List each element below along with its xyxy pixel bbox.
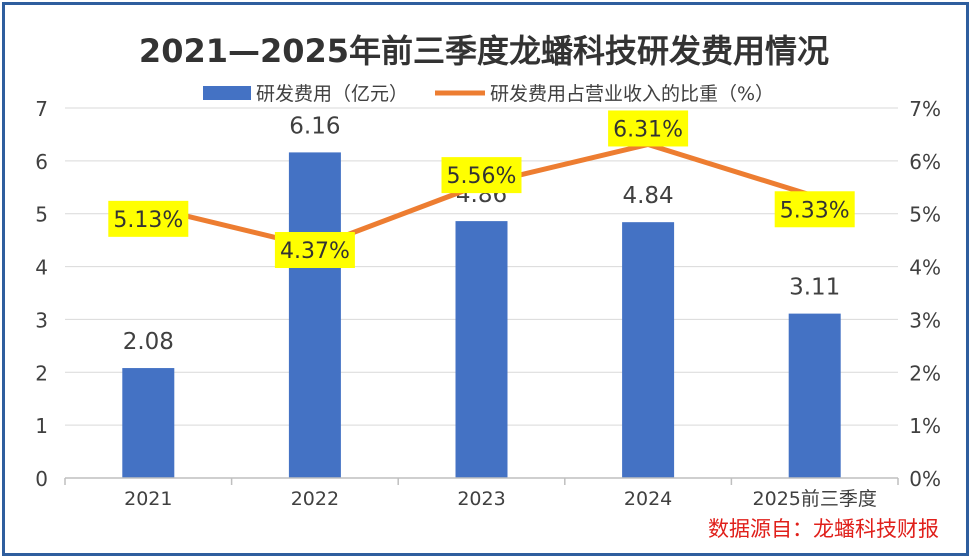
bar-value-labels: 2.086.164.86 4.843.11 (123, 113, 841, 355)
x-tick-label: 2021 (124, 488, 172, 510)
line-value-text: 5.13% (113, 208, 183, 233)
line-value-label: 6.31% (608, 110, 689, 147)
label-highlight (608, 110, 689, 147)
right-axis-tick-label: 7% (909, 97, 941, 121)
label-highlight (774, 191, 855, 228)
line-value-label: 4.37% (274, 232, 355, 269)
source-note: 数据源自：龙蟠科技财报 (708, 517, 939, 541)
x-tick-label: 2024 (624, 488, 672, 510)
left-axis-tick-label: 5 (35, 203, 48, 227)
right-axis-tick-label: 1% (909, 414, 941, 438)
line-value-text: 6.31% (613, 117, 683, 142)
bar-value-label: 2.08 (123, 329, 174, 355)
line-value-text: 5.33% (780, 198, 850, 223)
bar-value-label: 3.11 (789, 275, 840, 301)
chart-title: 2021—2025年前三季度龙蟠科技研发费用情况 (139, 32, 829, 70)
bar-series (122, 152, 841, 478)
legend: 研发费用（亿元） 研发费用占营业收入的比重（%） (203, 83, 774, 105)
x-tick-label: 2025前三季度 (753, 488, 877, 510)
right-axis-tick-label: 2% (909, 361, 941, 385)
right-axis-tick-label: 4% (909, 256, 941, 280)
left-axis-tick-label: 7 (35, 97, 48, 121)
x-tick-label: 2022 (291, 488, 339, 510)
left-axis-ticks: 0 1 2 3 4 5 6 7 (35, 97, 48, 491)
bar (122, 368, 175, 478)
label-highlight (274, 232, 355, 269)
bar (455, 221, 508, 478)
label-highlight (441, 157, 522, 194)
right-axis-tick-label: 6% (909, 150, 941, 174)
x-axis: 2021 2022 2023 2024 2025前三季度 (64, 477, 899, 510)
line-value-labels: 5.13% 4.37% 5.56% 6.31% 5.33% (108, 110, 855, 269)
legend-bar-label: 研发费用（亿元） (256, 83, 408, 105)
left-axis-tick-label: 6 (35, 150, 48, 174)
right-axis-tick-label: 5% (909, 203, 941, 227)
legend-line-label: 研发费用占营业收入的比重（%） (490, 83, 774, 105)
bar (622, 222, 675, 478)
right-axis-tick-label: 3% (909, 308, 941, 332)
right-axis-tick-label: 0% (909, 467, 941, 491)
left-axis-tick-label: 0 (35, 467, 48, 491)
bar-value-label: 6.16 (289, 113, 340, 139)
left-axis-tick-label: 4 (35, 256, 48, 280)
left-axis-tick-label: 1 (35, 414, 48, 438)
bar (288, 152, 341, 478)
label-highlight (108, 200, 189, 237)
left-axis-tick-label: 3 (35, 308, 48, 332)
line-value-text: 5.56% (447, 164, 517, 189)
x-tick-label: 2023 (457, 488, 505, 510)
line-value-label: 5.56% (441, 157, 522, 194)
legend-bar-swatch (203, 86, 251, 100)
line-value-text: 4.37% (280, 239, 350, 264)
left-axis-tick-label: 2 (35, 361, 48, 385)
line-value-label: 5.33% (774, 191, 855, 228)
bar-value-label: 4.84 (622, 183, 673, 209)
bar (788, 313, 841, 478)
line-value-label: 5.13% (108, 200, 189, 237)
right-axis-ticks: 0% 1% 2% 3% 4% 5% 6% 7% (909, 97, 941, 491)
